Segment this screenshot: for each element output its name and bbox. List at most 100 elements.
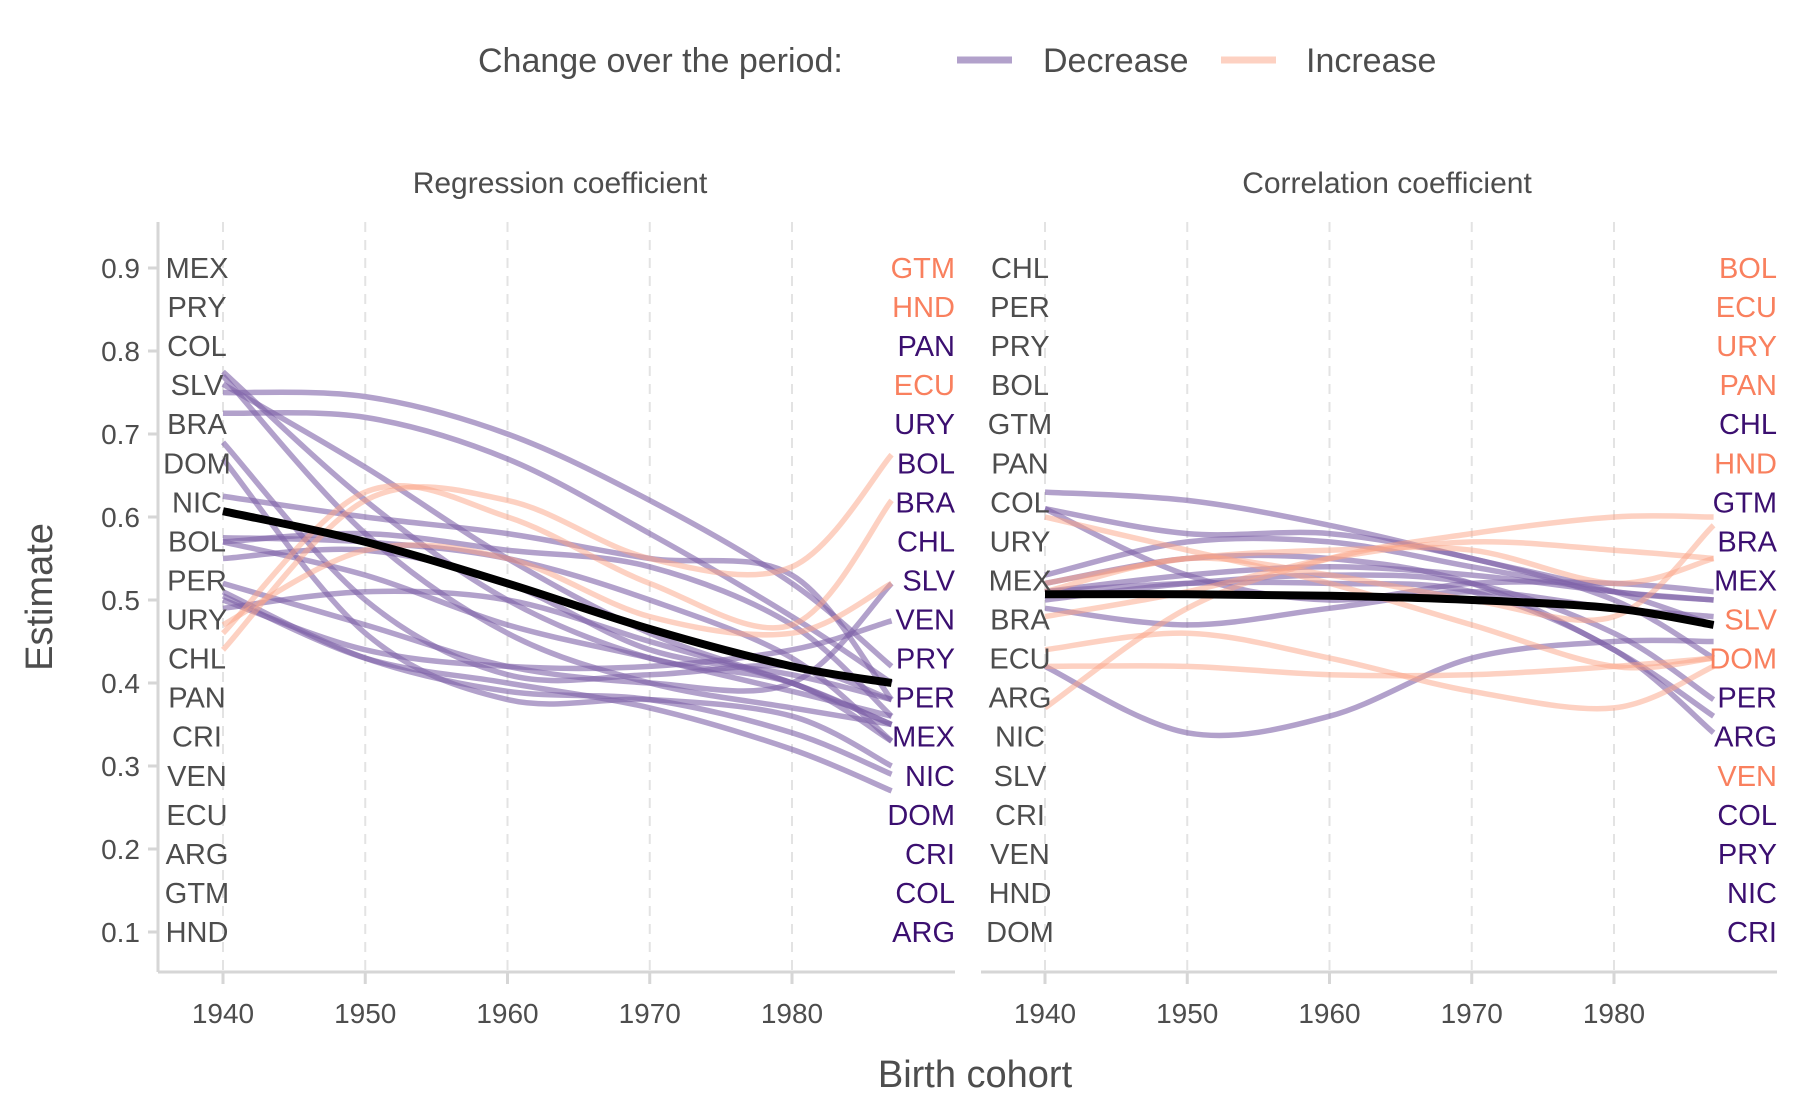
country-label-start: URY <box>167 605 228 637</box>
series-line-increase <box>221 482 894 636</box>
country-label-start: MEX <box>989 565 1052 597</box>
legend-label-increase: Increase <box>1306 42 1436 80</box>
country-label-start: SLV <box>171 370 224 402</box>
series-line-decrease <box>222 597 893 672</box>
legend-title: Change over the period: <box>478 42 843 80</box>
y-tick-label: 0.4 <box>101 668 140 699</box>
country-label-end: DOM <box>1709 644 1777 676</box>
country-label-end: GTM <box>1713 487 1777 519</box>
legend: Change over the period: Decrease Increas… <box>478 42 1436 80</box>
mean-line <box>1044 590 1715 629</box>
country-label-start: ECU <box>166 800 227 832</box>
country-label-start: SLV <box>994 761 1047 793</box>
country-label-start: GTM <box>988 409 1052 441</box>
legend-label-decrease: Decrease <box>1043 42 1189 80</box>
country-label-end: SLV <box>1724 605 1777 637</box>
country-label-start: BRA <box>167 409 227 441</box>
mean-line <box>222 507 893 687</box>
country-label-end: BOL <box>1719 253 1777 285</box>
series-line-decrease <box>222 580 894 694</box>
facet-title-regression: Regression coefficient <box>413 167 708 200</box>
country-label-end: CRI <box>905 839 955 871</box>
country-label-end: PAN <box>1720 370 1777 402</box>
y-tick-label: 0.8 <box>101 336 140 367</box>
y-tick-label: 0.7 <box>101 419 140 450</box>
series-line-increase <box>221 542 893 638</box>
country-label-end: ARG <box>892 917 955 949</box>
country-label-end: CRI <box>1727 917 1777 949</box>
facet-title-correlation: Correlation coefficient <box>1242 167 1532 200</box>
series-line-increase <box>1044 630 1715 712</box>
country-label-start: GTM <box>165 878 229 910</box>
country-label-start: NIC <box>172 487 222 519</box>
country-label-start: COL <box>990 487 1050 519</box>
country-label-end: PER <box>895 683 955 715</box>
country-label-start: DOM <box>986 917 1054 949</box>
x-tick-label: 1950 <box>334 998 396 1029</box>
x-tick-label: 1940 <box>192 998 254 1029</box>
x-tick-label: 1970 <box>619 998 681 1029</box>
series-line-decrease <box>222 389 894 669</box>
country-label-start: PRY <box>990 331 1049 363</box>
series-line-decrease <box>222 493 894 702</box>
country-label-start: BRA <box>990 605 1050 637</box>
y-tick-label: 0.9 <box>101 253 140 284</box>
country-label-end: SLV <box>902 565 955 597</box>
x-axis-title: Birth cohort <box>878 1054 1073 1096</box>
series-line-decrease <box>222 539 893 719</box>
country-label-end: ARG <box>1714 722 1777 754</box>
country-label-start: VEN <box>167 761 227 793</box>
country-label-start: URY <box>990 526 1051 558</box>
country-label-end: VEN <box>1717 761 1777 793</box>
series-line-increase <box>1044 523 1716 624</box>
country-label-end: GTM <box>891 253 955 285</box>
country-label-start: PER <box>167 565 227 597</box>
y-tick-label: 0.5 <box>101 585 140 616</box>
country-label-start: PAN <box>168 683 225 715</box>
panel-correlation: 1940 1950 1960 1970 1980 CHL PER PRY BOL GTM PAN CO… <box>981 222 1778 1029</box>
country-label-end: BOL <box>897 448 955 480</box>
series-line-decrease <box>1044 579 1716 735</box>
series-line-decrease <box>220 457 893 769</box>
country-label-start: NIC <box>995 722 1045 754</box>
country-label-end: ECU <box>1716 292 1777 324</box>
series-line-decrease <box>1044 564 1714 603</box>
country-label-end: VEN <box>895 605 955 637</box>
country-label-end: CHL <box>897 526 955 558</box>
country-label-start: ARG <box>989 683 1052 715</box>
country-label-end: PAN <box>898 331 955 363</box>
country-label-start: PRY <box>167 292 226 324</box>
country-label-start: COL <box>167 331 227 363</box>
country-label-end: COL <box>1717 800 1777 832</box>
series-line-decrease <box>222 409 894 686</box>
country-label-start: CHL <box>991 253 1049 285</box>
country-label-end: URY <box>1716 331 1777 363</box>
x-tick-label: 1940 <box>1014 998 1076 1029</box>
country-label-end: HND <box>1714 448 1777 480</box>
country-label-end: URY <box>894 409 955 441</box>
y-tick-label: 0.3 <box>101 751 140 782</box>
x-tick-label: 1980 <box>761 998 823 1029</box>
country-label-end: HND <box>892 292 955 324</box>
country-label-start: BOL <box>168 526 226 558</box>
country-label-end: PRY <box>1718 839 1777 871</box>
country-label-start: ECU <box>989 644 1050 676</box>
x-tick-label: 1960 <box>476 998 538 1029</box>
panel-regression: 0.1 0.2 0.3 0.4 0.5 0.6 0.7 0.8 0.9 1940 1950 1960 1… <box>101 222 956 1029</box>
country-label-start: CRI <box>995 800 1045 832</box>
country-label-end: PRY <box>896 644 955 676</box>
x-tick-label: 1950 <box>1156 998 1218 1029</box>
country-label-start: PER <box>990 292 1050 324</box>
series-line-decrease <box>1043 637 1714 739</box>
country-label-start: PAN <box>991 448 1048 480</box>
country-label-end: DOM <box>887 800 955 832</box>
country-label-end: PER <box>1717 683 1777 715</box>
country-label-start: ARG <box>166 839 229 871</box>
country-label-start: HND <box>989 878 1052 910</box>
series-line-decrease <box>220 374 893 728</box>
y-tick-label: 0.6 <box>101 502 140 533</box>
country-label-start: HND <box>166 917 229 949</box>
country-label-start: CHL <box>168 644 226 676</box>
country-label-start: MEX <box>166 253 229 285</box>
x-tick-label: 1970 <box>1441 998 1503 1029</box>
